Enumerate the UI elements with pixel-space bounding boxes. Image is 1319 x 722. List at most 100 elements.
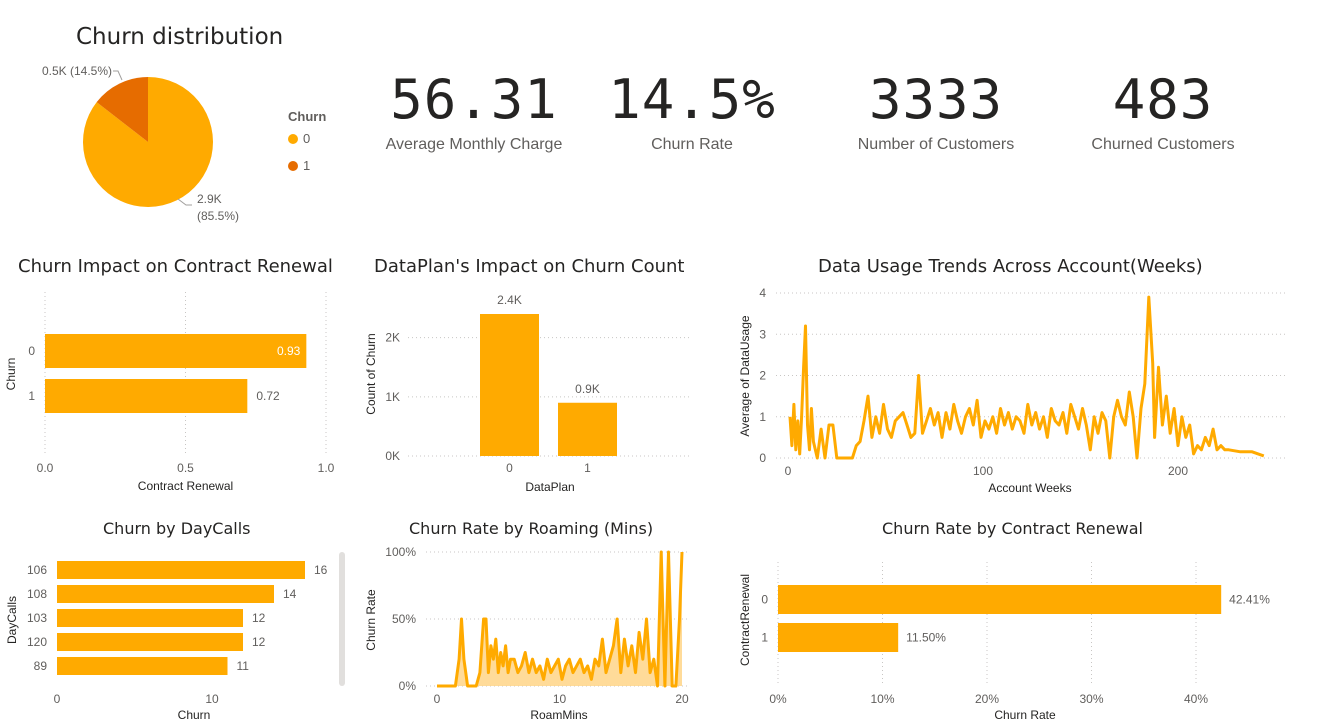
kpi-churn-rate-value: 14.5%	[608, 68, 776, 131]
pie-legend-item-0[interactable]: 0	[288, 131, 310, 146]
x-tick-label: 0%	[769, 692, 787, 706]
x-tick-label: 200	[1168, 464, 1188, 478]
data-label: 14	[283, 587, 297, 601]
y-tick-label: 120	[27, 635, 47, 649]
y-axis-title: Churn Rate	[364, 589, 378, 651]
x-axis-title: Churn Rate	[994, 708, 1056, 722]
legend-label-0: 0	[303, 131, 311, 146]
pie-data-label-0-line2: (85.5%)	[197, 209, 239, 223]
y-tick-label: 0	[28, 344, 35, 358]
y-tick-label: 50%	[392, 612, 416, 626]
x-axis-title: Contract Renewal	[138, 479, 233, 493]
data-label: 0.72	[256, 389, 280, 403]
data-label: 0.93	[277, 344, 301, 358]
x-tick-label: 40%	[1184, 692, 1208, 706]
legend-swatch-icon	[288, 133, 298, 144]
y-tick-label: 1	[28, 389, 35, 403]
pie-slice-1	[96, 77, 148, 142]
x-tick-label: 0.5	[177, 461, 194, 475]
x-tick-label: 10	[205, 692, 219, 706]
y-tick-label: 100%	[385, 545, 416, 559]
kpi-customers-value: 3333	[868, 68, 1004, 131]
x-tick-label: 0	[54, 692, 61, 706]
x-tick-label: 0	[506, 461, 513, 475]
data-label: 16	[314, 563, 328, 577]
legend-swatch-icon	[288, 160, 298, 171]
pie-leader-line-0	[177, 198, 192, 206]
data-label: 11.50%	[906, 631, 946, 645]
x-axis-title: RoamMins	[530, 708, 587, 722]
kpi-churn-rate-label: Churn Rate	[651, 136, 733, 153]
pie-title: Churn distribution	[76, 24, 284, 50]
data-label: 0.9K	[575, 382, 600, 396]
y-tick-label: 89	[34, 659, 48, 673]
pie-legend-title: Churn	[288, 109, 327, 124]
kpi-customers-label: Number of Customers	[857, 136, 1015, 153]
data-usage-trends-title: Data Usage Trends Across Account(Weeks)	[818, 256, 1203, 277]
y-tick-label: 1	[761, 631, 768, 645]
y-tick-label: 3	[759, 327, 766, 341]
daycalls-scrollbar[interactable]	[339, 552, 345, 686]
bar-1	[778, 623, 899, 652]
kpi-avg-monthly-charge-value: 56.31	[390, 68, 558, 131]
churn-rate-line	[437, 550, 684, 688]
x-axis-title: Account Weeks	[988, 481, 1071, 495]
kpi-avg-monthly-charge-label: Average Monthly Charge	[385, 136, 563, 153]
churn-rate-area	[437, 552, 682, 686]
bar-120	[57, 633, 243, 651]
x-axis-title: Churn	[178, 708, 211, 722]
x-tick-label: 1.0	[318, 461, 335, 475]
y-tick-label: 1K	[385, 390, 400, 404]
bar-0	[45, 334, 307, 368]
y-tick-label: 108	[27, 587, 47, 601]
pie-legend-item-1[interactable]: 1	[288, 158, 310, 173]
churn-rate-roaming-title: Churn Rate by Roaming (Mins)	[409, 519, 654, 538]
churn-by-daycalls-title: Churn by DayCalls	[103, 519, 251, 538]
pie-data-label-1: 0.5K (14.5%)	[42, 64, 112, 78]
data-label: 42.41%	[1229, 593, 1270, 607]
x-tick-label: 0	[434, 692, 441, 706]
y-axis-title: DayCalls	[5, 596, 19, 644]
churn-rate-contract-title: Churn Rate by Contract Renewal	[882, 519, 1143, 538]
kpi-churned-label: Churned Customers	[1091, 136, 1235, 153]
bar-103	[57, 609, 243, 627]
dataplan-impact-title: DataPlan's Impact on Churn Count	[374, 256, 685, 277]
x-tick-label: 10%	[870, 692, 894, 706]
bar-89	[57, 657, 228, 675]
x-axis-title: DataPlan	[525, 480, 574, 494]
x-tick-label: 0.0	[37, 461, 54, 475]
x-tick-label: 1	[584, 461, 591, 475]
bar-0	[778, 585, 1222, 614]
y-axis-title: Count of Churn	[364, 333, 378, 414]
bar-108	[57, 585, 274, 603]
pie-data-label-0-line1: 2.9K	[197, 192, 222, 206]
contract-renewal-impact-title: Churn Impact on Contract Renewal	[18, 256, 333, 277]
legend-label-1: 1	[303, 158, 311, 173]
data-label: 2.4K	[497, 293, 522, 307]
y-axis-title: Average of DataUsage	[738, 315, 752, 437]
y-tick-label: 2K	[385, 331, 400, 345]
data-label: 12	[252, 611, 266, 625]
x-tick-label: 0	[785, 464, 792, 478]
bar-0	[480, 314, 539, 456]
y-tick-label: 103	[27, 611, 47, 625]
pie-leader-line-1	[113, 70, 123, 81]
x-tick-label: 20	[675, 692, 689, 706]
y-axis-title: Churn	[4, 358, 18, 391]
y-tick-label: 0	[759, 451, 766, 465]
y-tick-label: 0	[761, 593, 768, 607]
pie-slice-0	[83, 77, 214, 207]
x-tick-label: 10	[553, 692, 567, 706]
x-tick-label: 30%	[1079, 692, 1103, 706]
bar-106	[57, 561, 305, 579]
data-usage-line	[788, 295, 1265, 460]
y-tick-label: 0K	[385, 449, 400, 463]
y-tick-label: 2	[759, 369, 766, 383]
y-tick-label: 106	[27, 563, 47, 577]
data-label: 11	[237, 659, 250, 673]
y-tick-label: 0%	[399, 679, 417, 693]
x-tick-label: 100	[973, 464, 993, 478]
y-tick-label: 1	[759, 410, 766, 424]
y-axis-title: ContractRenewal	[738, 574, 752, 666]
bar-1	[45, 379, 248, 413]
